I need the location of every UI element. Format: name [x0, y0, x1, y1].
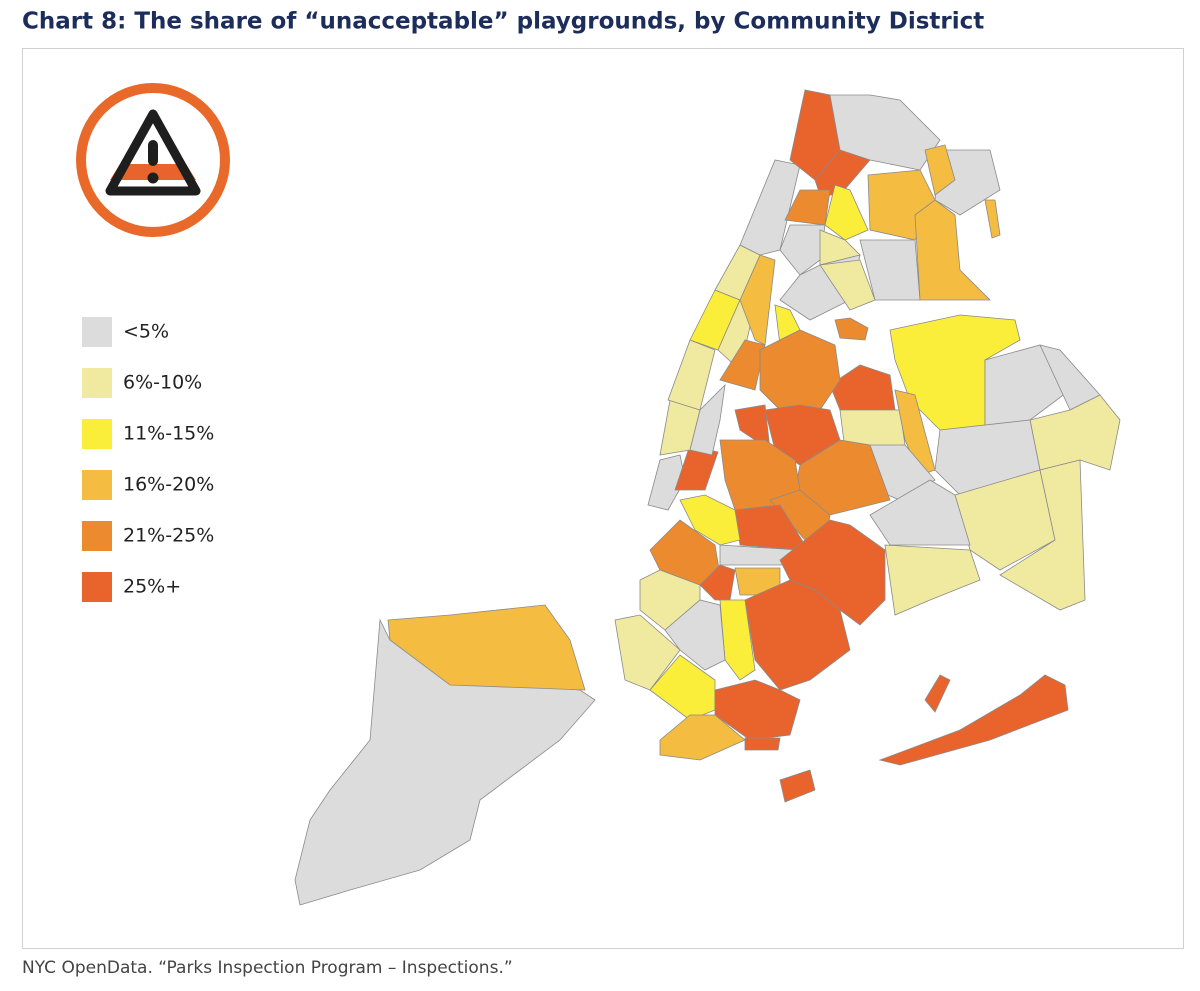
district [679, 494, 741, 546]
district [829, 364, 896, 411]
district [984, 199, 1001, 239]
district [699, 564, 736, 601]
legend-swatch [82, 572, 112, 602]
legend-swatch [82, 521, 112, 551]
district [834, 317, 869, 341]
legend-label: 25%+ [123, 576, 181, 598]
district [999, 459, 1086, 611]
district [744, 579, 851, 691]
warning-icon [76, 83, 230, 237]
district [689, 383, 726, 456]
legend-label: 16%-20% [123, 474, 214, 496]
district [714, 679, 801, 741]
map [294, 89, 1121, 906]
district [387, 604, 586, 691]
district [744, 737, 781, 751]
district [878, 674, 1069, 766]
legend-label: 11%-15% [123, 423, 214, 445]
district [759, 329, 841, 411]
district [934, 419, 1041, 496]
district [984, 344, 1071, 431]
legend-swatch [82, 419, 112, 449]
district [779, 769, 816, 803]
district [739, 159, 801, 256]
district [924, 144, 956, 196]
district [674, 444, 719, 491]
legend-swatch [82, 368, 112, 398]
district [824, 184, 869, 241]
district [869, 479, 971, 546]
district [614, 614, 681, 691]
title: Chart 8: The share of “unacceptable” pla… [22, 9, 984, 35]
legend-label: 21%-25% [123, 525, 214, 547]
source-note: NYC OpenData. “Parks Inspection Program … [22, 958, 513, 978]
legend-swatch [82, 470, 112, 500]
district [924, 674, 951, 713]
district [667, 339, 716, 411]
district [784, 189, 831, 226]
legend: <5% 6%-10% 11%-15% 16%-20% 21%-25% 25%+ [82, 317, 214, 602]
legend-label: 6%-10% [123, 372, 202, 394]
district [884, 544, 981, 616]
legend-swatch [82, 317, 112, 347]
legend-label: <5% [123, 321, 169, 343]
